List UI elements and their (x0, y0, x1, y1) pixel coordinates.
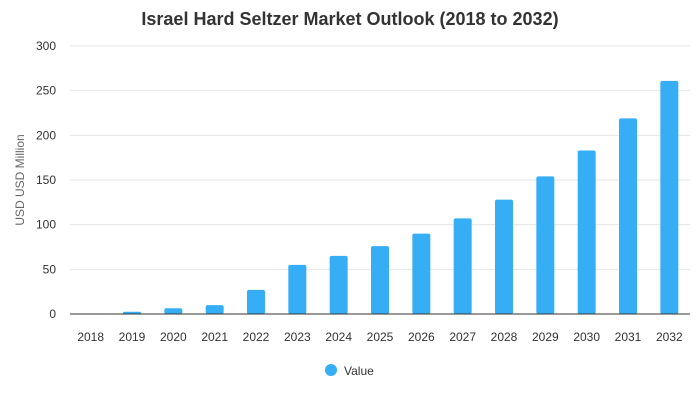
x-tick-label: 2023 (284, 330, 311, 344)
bar-2028[interactable] (495, 199, 513, 314)
y-tick-label: 250 (36, 84, 56, 98)
bar-2022[interactable] (247, 289, 265, 314)
x-tick-label: 2025 (367, 330, 394, 344)
bar-2026[interactable] (412, 233, 431, 314)
y-tick-label: 100 (36, 218, 56, 232)
bar-2019[interactable] (123, 311, 141, 314)
bar-2020[interactable] (164, 308, 183, 314)
legend-swatch (325, 364, 337, 376)
legend-label: Value (344, 364, 374, 378)
x-tick-label: 2031 (615, 330, 642, 344)
bar-2025[interactable] (371, 246, 389, 314)
y-tick-label: 300 (36, 39, 56, 53)
bar-2021[interactable] (205, 305, 224, 314)
x-tick-label: 2021 (201, 330, 228, 344)
x-tick-label: 2026 (408, 330, 435, 344)
bar-2027[interactable] (453, 218, 472, 314)
bar-2031[interactable] (619, 118, 637, 314)
legend[interactable]: Value (325, 364, 374, 378)
x-tick-label: 2022 (243, 330, 270, 344)
x-tick-label: 2020 (160, 330, 187, 344)
bar-2029[interactable] (536, 176, 555, 314)
bar-2030[interactable] (577, 150, 596, 314)
y-tick-label: 150 (36, 173, 56, 187)
bar-2032[interactable] (660, 80, 679, 314)
y-tick-label: 200 (36, 128, 56, 142)
x-tick-label: 2024 (325, 330, 352, 344)
y-axis-ticks: 0 50 100 150 200 250 300 (36, 39, 56, 321)
x-tick-label: 2028 (491, 330, 518, 344)
y-tick-label: 0 (49, 307, 56, 321)
x-tick-label: 2018 (77, 330, 104, 344)
chart-title: Israel Hard Seltzer Market Outlook (2018… (141, 9, 558, 29)
x-tick-label: 2029 (532, 330, 559, 344)
bar-2024[interactable] (329, 255, 348, 314)
y-axis-label: USD USD Million (13, 134, 27, 225)
x-tick-label: 2027 (449, 330, 476, 344)
bars (81, 80, 679, 314)
x-tick-label: 2032 (656, 330, 683, 344)
x-axis-ticks: 2018 2019 2020 2021 2022 2023 2024 2025 2026 2027… (77, 330, 683, 344)
y-tick-label: 50 (43, 262, 57, 276)
bar-2023[interactable] (288, 264, 307, 314)
gridlines (70, 45, 690, 270)
x-tick-label: 2019 (119, 330, 146, 344)
x-tick-label: 2030 (573, 330, 600, 344)
